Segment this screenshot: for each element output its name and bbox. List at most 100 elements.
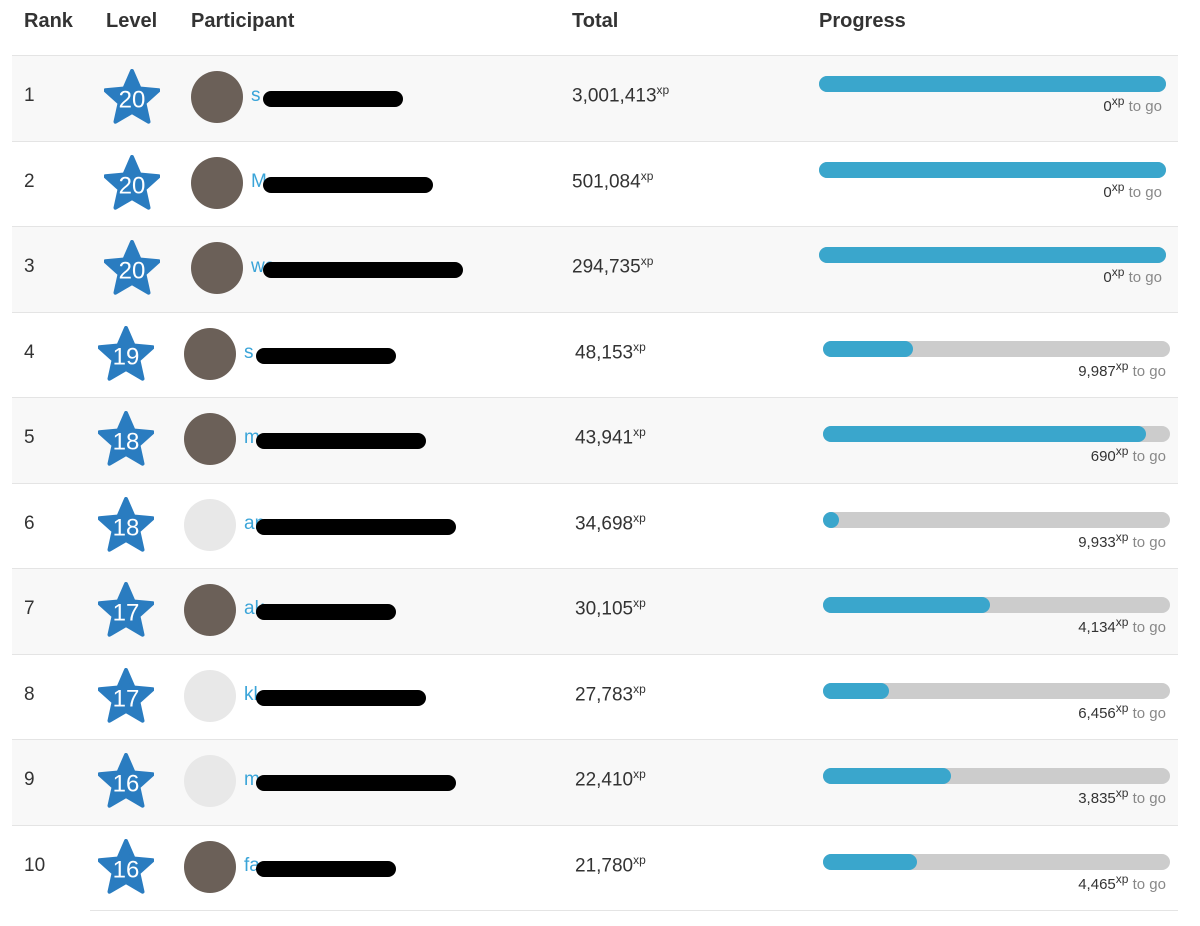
redaction xyxy=(256,518,456,535)
progress-track xyxy=(823,511,1170,528)
participant-name: s xyxy=(244,341,254,363)
level: 20 xyxy=(119,86,146,113)
progress-track xyxy=(819,247,1166,263)
total: 34,698xp xyxy=(575,511,646,535)
remaining-value: 0 xyxy=(1103,183,1112,201)
avatar xyxy=(184,755,236,807)
progress-track xyxy=(823,426,1170,442)
total: 30,105xp xyxy=(575,596,646,620)
redaction xyxy=(263,91,403,107)
progress-fill xyxy=(823,682,889,699)
row-background xyxy=(12,482,1178,569)
level: 17 xyxy=(113,685,140,712)
remaining-value: 9,987 xyxy=(1078,362,1116,380)
total-value: 27,783 xyxy=(575,683,634,705)
progress-fill xyxy=(823,597,990,613)
unit: xp xyxy=(1111,179,1125,194)
progress-fill xyxy=(819,161,1166,178)
total: 501,084xp xyxy=(572,169,653,193)
progress-track xyxy=(823,340,1170,357)
remaining: 0xp to go xyxy=(819,265,1162,286)
remaining: 9,987xp to go xyxy=(823,359,1166,380)
level: 19 xyxy=(113,343,140,370)
progress-fill xyxy=(823,340,914,357)
to-go: to go xyxy=(1128,269,1162,286)
level-star: 18 xyxy=(98,411,154,466)
total: 3,001,413xp xyxy=(572,83,669,107)
level-star: 20 xyxy=(104,154,160,210)
star-shape xyxy=(98,411,154,466)
star-shape xyxy=(98,325,154,381)
total: 294,735xp xyxy=(572,254,653,278)
header-participant: Participant xyxy=(191,10,295,32)
remaining: 6,456xp to go xyxy=(823,701,1166,722)
remaining-value: 0 xyxy=(1103,269,1112,286)
redaction xyxy=(256,604,396,620)
total-value: 30,105 xyxy=(575,598,634,620)
unit: xp xyxy=(1115,444,1129,458)
star-shape xyxy=(98,496,154,552)
rank: 10 xyxy=(24,854,46,876)
progress-fill xyxy=(823,511,839,528)
to-go: to go xyxy=(1128,98,1162,115)
redaction xyxy=(256,860,396,877)
participant-name: kl xyxy=(244,683,258,705)
level: 18 xyxy=(113,514,140,541)
avatar xyxy=(191,156,243,209)
progress-track xyxy=(823,597,1170,613)
remaining-value: 0 xyxy=(1103,98,1112,115)
star-shape xyxy=(98,582,154,637)
remaining-value: 3,835 xyxy=(1078,790,1116,807)
unit: xp xyxy=(1111,94,1125,108)
progress-track xyxy=(823,853,1170,870)
participant-name: M xyxy=(251,170,267,192)
rank: 3 xyxy=(24,256,35,277)
to-go: to go xyxy=(1128,183,1162,201)
level: 16 xyxy=(113,856,140,883)
remaining-value: 4,465 xyxy=(1078,875,1116,893)
redaction xyxy=(263,176,433,193)
level-star: 16 xyxy=(98,753,154,808)
star-shape xyxy=(104,154,160,210)
to-go: to go xyxy=(1132,448,1166,465)
remaining-value: 4,134 xyxy=(1078,619,1116,636)
unit: xp xyxy=(1115,871,1129,886)
header-rank: Rank xyxy=(24,10,73,32)
redaction xyxy=(256,689,426,706)
to-go: to go xyxy=(1132,533,1166,551)
remaining: 0xp to go xyxy=(819,180,1162,201)
participant-name: m xyxy=(244,427,260,448)
total-value: 22,410 xyxy=(575,769,634,791)
avatar xyxy=(184,498,236,551)
row-background xyxy=(12,653,1178,740)
total: 22,410xp xyxy=(575,767,646,791)
unit: xp xyxy=(633,596,646,610)
row-background xyxy=(12,140,1178,227)
to-go: to go xyxy=(1132,704,1166,722)
avatar xyxy=(184,669,236,722)
star-shape xyxy=(104,69,160,124)
progress-track xyxy=(823,682,1170,699)
total-value: 501,084 xyxy=(572,170,641,192)
remaining: 4,465xp to go xyxy=(823,872,1166,893)
redaction xyxy=(256,433,426,449)
level-star: 19 xyxy=(98,325,154,381)
avatar xyxy=(184,413,236,465)
remaining: 690xp to go xyxy=(823,444,1166,465)
avatar xyxy=(191,71,243,123)
rank: 5 xyxy=(24,427,35,448)
unit: xp xyxy=(640,168,654,183)
unit: xp xyxy=(633,852,646,867)
remaining-value: 6,456 xyxy=(1078,704,1116,722)
unit: xp xyxy=(633,339,646,354)
level: 18 xyxy=(113,428,140,455)
unit: xp xyxy=(1115,615,1129,629)
unit: xp xyxy=(633,425,646,439)
row-background xyxy=(12,824,1178,911)
unit: xp xyxy=(633,510,646,525)
level: 20 xyxy=(119,257,146,284)
level-star: 17 xyxy=(98,667,154,723)
rank: 8 xyxy=(24,683,35,705)
rank: 1 xyxy=(24,85,35,106)
to-go: to go xyxy=(1132,790,1166,807)
